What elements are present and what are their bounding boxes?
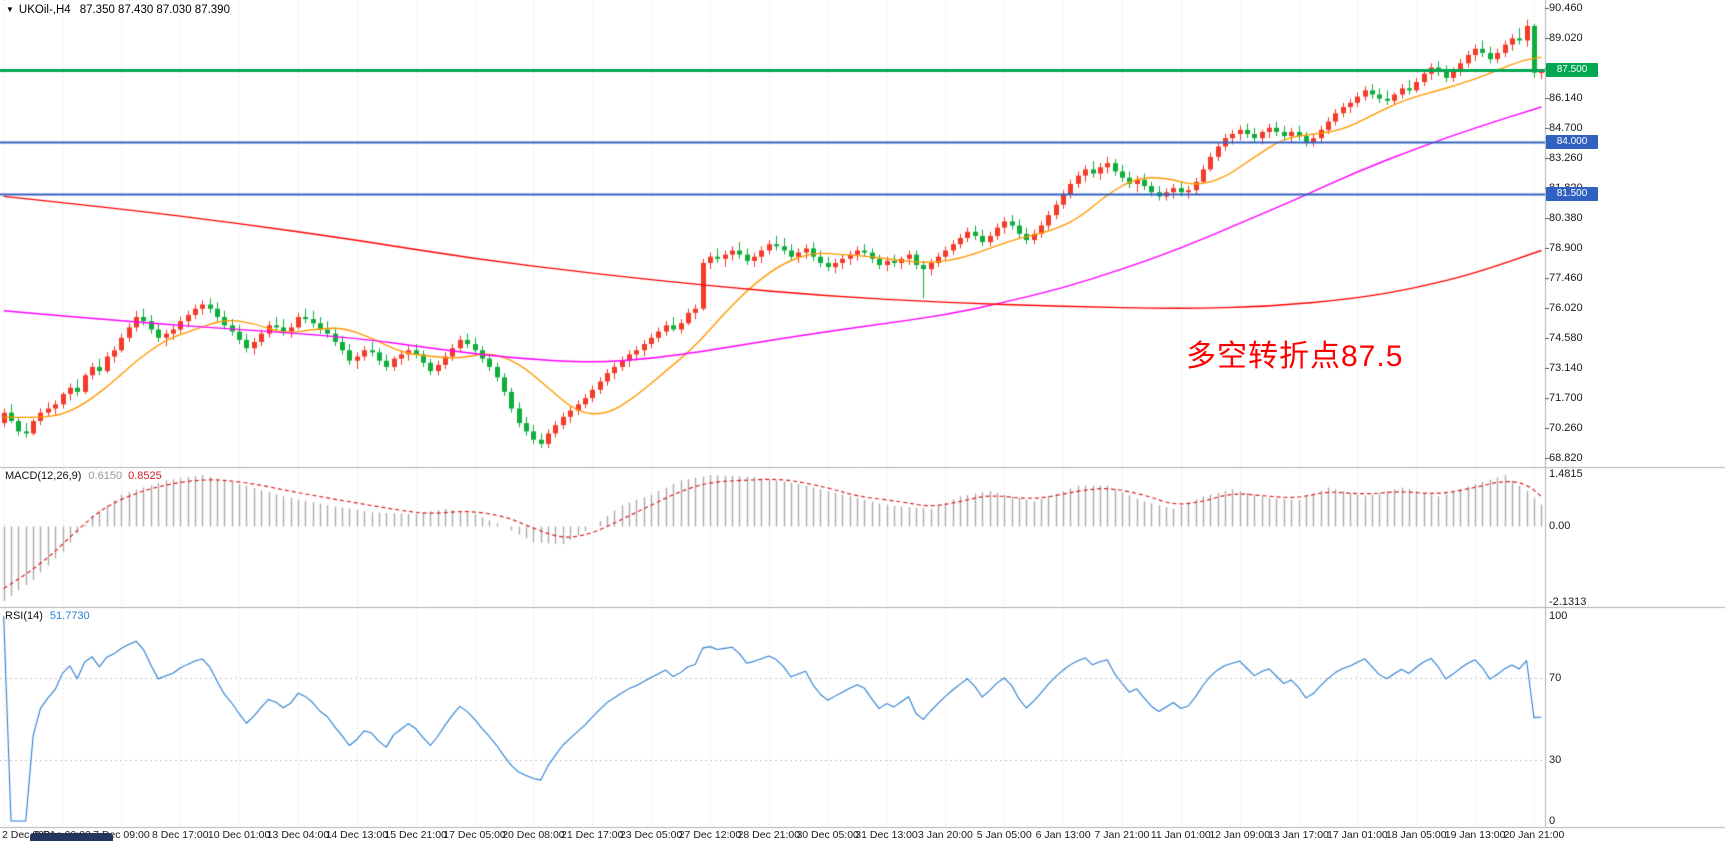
- macd-main-value: 0.6150: [88, 470, 123, 482]
- bottom-left-fragment: [30, 833, 113, 841]
- macd-scale-label: -2.1313: [1549, 596, 1587, 608]
- price-axis-label: 83.260: [1549, 152, 1583, 164]
- price-axis-label: 89.020: [1549, 32, 1583, 44]
- price-line-badge: 87.500: [1546, 62, 1598, 77]
- time-axis-label: 2 Dec 2021: [2, 829, 56, 841]
- price-axis-label: 76.020: [1549, 302, 1583, 314]
- time-axis-label: 10 Dec 01:00: [207, 829, 271, 841]
- rsi-scale-label: 100: [1549, 610, 1568, 622]
- rsi-value: 51.7730: [49, 610, 90, 622]
- turning-point-annotation: 多空转折点87.5: [1186, 340, 1404, 373]
- time-axis-label: 23 Dec 05:00: [619, 829, 683, 841]
- price-axis-label: 68.820: [1549, 452, 1583, 464]
- rsi-name: RSI(14): [5, 610, 43, 622]
- rsi-indicator-label: RSI(14) 51.7730: [5, 610, 90, 622]
- time-axis-label: 20 Jan 21:00: [1503, 829, 1565, 841]
- macd-scale-label: 0.00: [1549, 520, 1571, 533]
- time-axis-label: 8 Dec 17:00: [151, 829, 209, 841]
- macd-scale-label: 1.4815: [1549, 468, 1583, 480]
- time-axis-label: 3 Jan 20:00: [917, 829, 973, 841]
- price-axis-label: 84.700: [1549, 122, 1583, 134]
- time-axis-label: 20 Dec 08:00: [502, 829, 565, 841]
- ohlc-values: 87.350 87.430 87.030 87.390: [79, 4, 230, 16]
- rsi-scale-label: 70: [1549, 671, 1562, 684]
- price-axis-label: 90.460: [1549, 2, 1583, 14]
- time-axis-label: 17 Dec 05:00: [443, 829, 506, 841]
- macd-indicator-label: MACD(12,26,9) 0.6150 0.8525: [5, 470, 162, 482]
- time-axis-label: 15 Dec 21:00: [384, 829, 447, 841]
- price-axis-label: 70.260: [1549, 422, 1583, 434]
- time-axis-label: 13 Dec 04:00: [266, 829, 330, 841]
- rsi-scale-label: 30: [1549, 753, 1562, 766]
- price-axis-label: 71.700: [1549, 392, 1583, 404]
- price-axis-label: 77.460: [1549, 272, 1583, 284]
- price-axis-label: 80.380: [1549, 212, 1583, 224]
- time-axis-label: 27 Dec 12:00: [678, 829, 742, 841]
- time-axis-label: 28 Dec 21:00: [737, 829, 801, 841]
- time-axis-label: 19 Jan 13:00: [1444, 829, 1506, 841]
- price-axis-label: 78.900: [1549, 242, 1583, 254]
- price-axis-label: 74.580: [1549, 332, 1583, 344]
- symbol-period-label: UKOil-,H4: [18, 4, 71, 16]
- price-axis-label: 86.140: [1549, 92, 1583, 104]
- time-axis-label: 13 Jan 17:00: [1268, 829, 1329, 841]
- time-axis-label: 7 Dec 09:00: [93, 829, 150, 841]
- time-axis-label: 18 Jan 05:00: [1385, 829, 1447, 841]
- time-axis-label: 7 Jan 21:00: [1094, 829, 1150, 841]
- time-axis-label: 11 Jan 01:00: [1150, 829, 1211, 841]
- price-line-badge: 84.000: [1546, 135, 1598, 150]
- time-axis-label: 31 Dec 13:00: [855, 829, 918, 841]
- price-line-badge: 81.500: [1546, 187, 1598, 202]
- price-axis-label: 73.140: [1549, 362, 1583, 374]
- rsi-scale-label: 0: [1549, 815, 1556, 827]
- time-axis-label: 17 Jan 01:00: [1327, 829, 1388, 841]
- chart-title: ▼ UKOil-,H4 87.350 87.430 87.030 87.390: [6, 4, 230, 16]
- time-axis-label: 6 Jan 13:00: [1035, 829, 1091, 841]
- time-axis-label: 14 Dec 13:00: [325, 829, 389, 841]
- macd-signal-value: 0.8525: [128, 470, 162, 482]
- one-click-trading-toggle-icon[interactable]: ▼: [6, 5, 14, 14]
- time-axis-label: 30 Dec 05:00: [796, 829, 859, 841]
- macd-name: MACD(12,26,9): [5, 470, 82, 482]
- time-axis-label: 21 Dec 17:00: [561, 829, 624, 841]
- time-axis-label: 12 Jan 09:00: [1209, 829, 1271, 841]
- time-axis-label: 5 Jan 05:00: [976, 829, 1032, 841]
